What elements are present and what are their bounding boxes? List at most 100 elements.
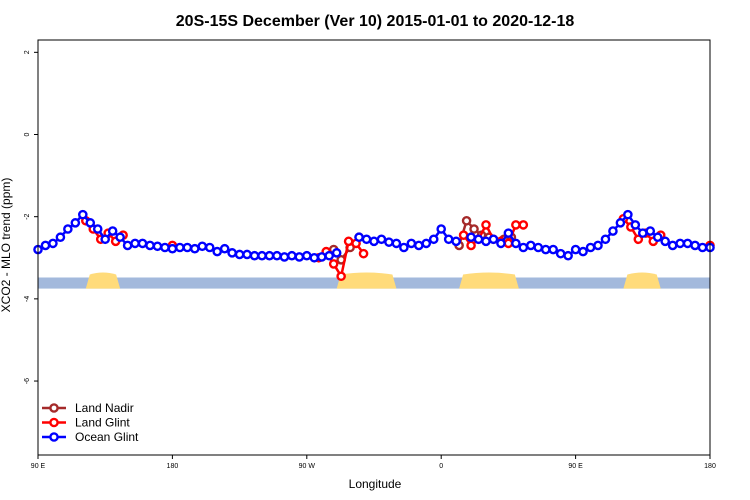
x-tick-label-2: 180 xyxy=(167,463,179,470)
ocean_glint-point-2-7 xyxy=(399,242,409,253)
ocean_glint-point-1-21 xyxy=(182,242,193,253)
ocean_glint-point-1-24 xyxy=(204,242,215,253)
legend-marker-ocean_glint xyxy=(49,432,59,442)
ocean_glint-point-3-16 xyxy=(578,246,588,257)
ocean_glint-point-2-8 xyxy=(406,238,417,249)
ocean_glint-point-3-21 xyxy=(615,218,626,228)
ocean_glint-point-1-26 xyxy=(219,243,230,254)
axes: 90 E 180 90 W 0 90 E 180 2 0 -2 -4 -6 xyxy=(24,50,716,470)
ocean_glint-point-1-17 xyxy=(152,241,163,252)
y-tick-label-3: -2 xyxy=(24,213,31,219)
ocean_glint-point-3-10 xyxy=(533,242,544,253)
legend-label-land_nadir: Land Nadir xyxy=(75,401,134,415)
ocean_glint-point-3-12 xyxy=(548,244,559,255)
land_glint-point-4-8 xyxy=(511,220,521,230)
ocean_glint-point-1-22 xyxy=(189,243,200,254)
ocean_glint-point-2-1 xyxy=(354,232,364,243)
ocean_glint-point-1-18 xyxy=(160,242,170,253)
legend-label-ocean_glint: Ocean Glint xyxy=(75,430,139,444)
ocean_glint-point-1-5 xyxy=(63,224,73,234)
series-layer xyxy=(33,209,715,282)
ocean_glint-point-3-8 xyxy=(518,242,529,253)
x-tick-label-3: 90 W xyxy=(299,463,316,470)
ocean_glint-point-3-30 xyxy=(682,238,693,249)
ocean_glint-point-3-24 xyxy=(638,228,648,238)
ocean_glint-point-1-29 xyxy=(242,249,252,260)
ocean_glint-point-3-29 xyxy=(675,238,685,249)
y-tick-label-1: 2 xyxy=(24,50,31,54)
ocean_glint-point-1-27 xyxy=(227,248,237,258)
ocean_glint-point-1-28 xyxy=(234,249,245,260)
land_glint-point-4-4 xyxy=(481,220,491,230)
ocean_glint-point-1-14 xyxy=(130,238,140,249)
ocean_glint-series xyxy=(33,209,715,263)
ocean_glint-point-1-38 xyxy=(309,252,320,263)
ocean_glint-point-2-6 xyxy=(391,238,402,249)
ocean_glint-point-1-16 xyxy=(145,240,155,251)
ocean_glint-point-1-13 xyxy=(122,240,133,251)
y-tick-label-4: -4 xyxy=(24,296,31,302)
ocean_glint-point-3-13 xyxy=(555,248,566,259)
land_glint-point-3-4 xyxy=(336,271,346,282)
ocean_glint-point-1-15 xyxy=(137,238,148,249)
land_glint-point-3-3 xyxy=(328,259,339,269)
ocean_glint-point-1-6 xyxy=(70,218,81,228)
legend-marker-land_glint xyxy=(49,417,59,428)
ocean_glint-point-1-30 xyxy=(249,250,260,261)
ocean_glint-point-3-6 xyxy=(503,228,514,238)
surface-strip xyxy=(38,272,710,289)
ocean_glint-point-3-1 xyxy=(466,232,476,243)
ocean_glint-point-3-22 xyxy=(623,209,633,220)
land_glint-point-4-1 xyxy=(458,230,469,240)
ocean_glint-point-1-34 xyxy=(279,252,290,262)
ocean_glint-point-1-40 xyxy=(324,250,335,261)
ocean_glint-point-3-28 xyxy=(667,240,678,251)
ocean_glint-point-1-11 xyxy=(107,226,118,236)
ocean_glint-point-2-5 xyxy=(384,237,394,247)
ocean_glint-point-2-12 xyxy=(436,224,447,234)
land_glint-point-4-2 xyxy=(466,240,476,251)
ocean_glint-point-3-9 xyxy=(526,240,536,251)
ocean_glint-point-3-3 xyxy=(481,236,491,247)
ocean_glint-point-1-7 xyxy=(78,209,88,220)
ocean_glint-point-1-4 xyxy=(55,232,66,243)
ocean_glint-point-2-14 xyxy=(451,236,461,247)
x-tick-label-5: 90 E xyxy=(568,463,583,470)
x-tick-label-4: 0 xyxy=(439,463,443,470)
legend-label-land_glint: Land Glint xyxy=(75,416,130,430)
ocean_glint-point-3-25 xyxy=(645,226,656,236)
ocean_glint-point-3-19 xyxy=(600,234,611,245)
ocean_glint-point-1-33 xyxy=(272,250,282,261)
ocean_glint-point-1-32 xyxy=(264,250,275,261)
land_glint-point-5-3 xyxy=(633,234,644,245)
ocean_glint-point-3-5 xyxy=(496,238,506,249)
x-tick-label-1: 90 E xyxy=(31,463,46,470)
ocean_glint-point-3-27 xyxy=(660,236,671,247)
land_nadir-point-2-3 xyxy=(469,224,479,234)
plot-frame xyxy=(37,39,711,456)
land_nadir-point-2-2 xyxy=(461,215,472,226)
land_glint-point-4-9 xyxy=(518,220,529,230)
ocean_glint-point-3-14 xyxy=(563,250,573,261)
ocean_glint-point-3-7 xyxy=(511,238,521,249)
land_glint-point-3-7 xyxy=(358,248,369,259)
ocean_glint-point-2-9 xyxy=(413,240,424,251)
ocean_glint-point-3-31 xyxy=(690,240,700,251)
ocean_glint-point-2-11 xyxy=(428,234,439,245)
ocean_glint-point-1-23 xyxy=(197,241,208,252)
ocean_glint-point-2-4 xyxy=(376,234,387,245)
land-surface-segment-3 xyxy=(459,272,519,289)
x-axis-label: Longitude xyxy=(349,477,402,491)
ocean_glint-point-1-2 xyxy=(40,240,51,251)
land_glint-point-3-5 xyxy=(343,236,354,247)
y-tick-label-5: -6 xyxy=(24,378,31,384)
ocean_glint-point-3-23 xyxy=(630,220,641,230)
ocean_glint-point-1-10 xyxy=(100,234,110,245)
ocean_glint-point-3-2 xyxy=(473,234,484,245)
chart-title: 20S-15S December (Ver 10) 2015-01-01 to … xyxy=(176,13,575,30)
ocean_glint-point-3-15 xyxy=(570,244,581,255)
ocean_glint-point-3-20 xyxy=(608,226,618,236)
ocean_glint-point-1-8 xyxy=(85,218,96,228)
